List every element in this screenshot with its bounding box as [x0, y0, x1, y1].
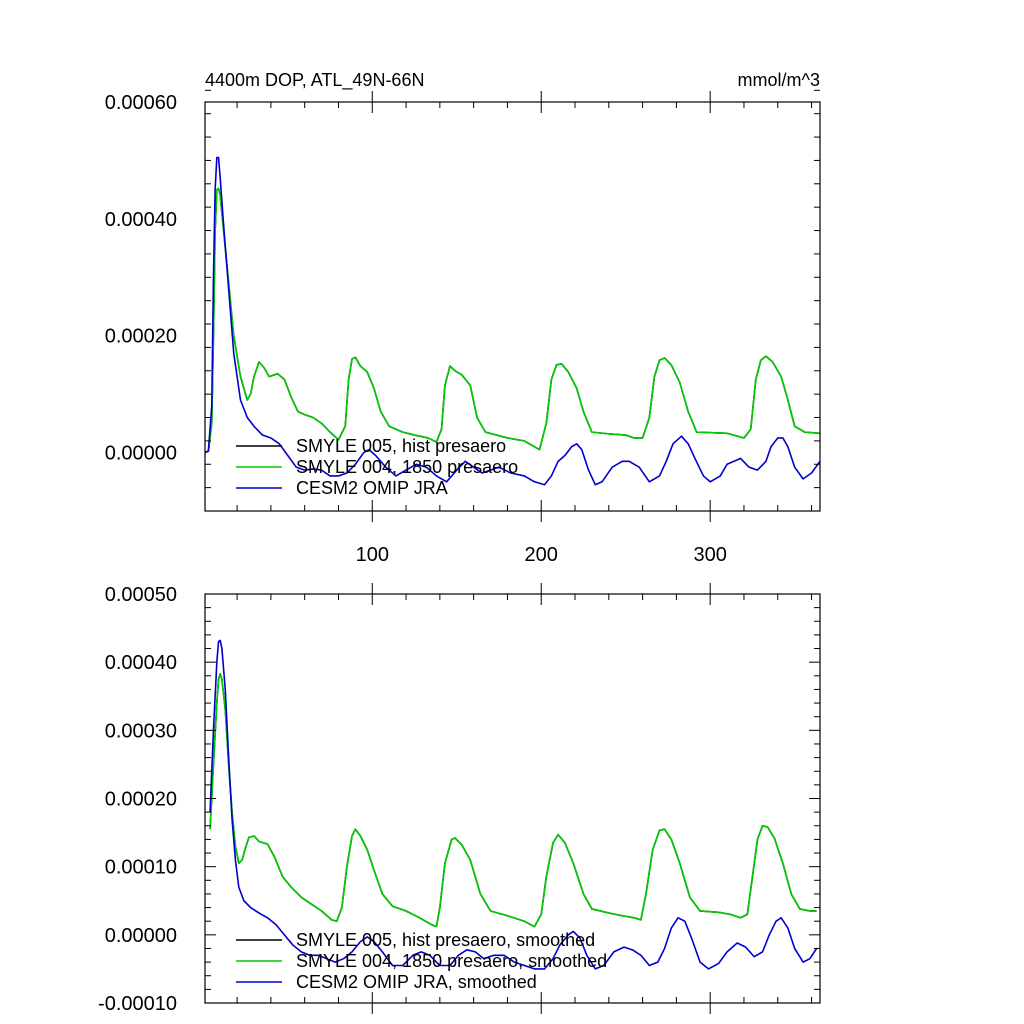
bottom-y-tick-label: 0.00010 — [105, 857, 177, 879]
chart-title: 4400m DOP, ATL_49N-66N — [205, 70, 424, 91]
top-x-tick-label: 200 — [525, 544, 558, 566]
top-y-tick-label: 0.00020 — [105, 326, 177, 348]
bottom-legend-label-2: SMYLE 004, 1850 presaero, smoothed — [296, 951, 607, 971]
bottom-series-line-2 — [209, 672, 817, 928]
bottom-plot-axes: -0.00010 0.00000 0.00010 0.00020 0.00030 0.00… — [98, 583, 821, 1015]
top-legend-label-3: CESM2 OMIP JRA — [296, 478, 448, 498]
top-series-line-3 — [204, 156, 821, 486]
bottom-y-tick-label: 0.00020 — [105, 789, 177, 811]
bottom-plot-series — [209, 639, 818, 970]
bottom-y-tick-label: 0.00000 — [105, 925, 177, 947]
top-y-tick-label: 0.00060 — [105, 92, 177, 114]
top-plot-series — [204, 156, 821, 486]
bottom-y-tick-label: 0.00040 — [105, 652, 177, 674]
bottom-y-tick-label: 0.00050 — [105, 584, 177, 606]
top-legend-label-2: SMYLE 004, 1850 presaero — [296, 457, 518, 477]
top-legend-label-1: SMYLE 005, hist presaero — [296, 436, 506, 456]
top-plot-axes: 0.00000 0.00020 0.00040 0.00060 100 200 300 — [105, 89, 821, 566]
top-series-line-1 — [204, 187, 821, 454]
bottom-legend-label-3: CESM2 OMIP JRA, smoothed — [296, 972, 537, 992]
bottom-y-tick-label: 0.00030 — [105, 720, 177, 742]
top-series-line-2 — [204, 187, 821, 454]
top-x-tick-label: 100 — [356, 544, 389, 566]
top-y-tick-label: 0.00000 — [105, 443, 177, 465]
top-y-tick-label: 0.00040 — [105, 209, 177, 231]
bottom-series-line-3 — [209, 639, 818, 970]
units-label: mmol/m^3 — [738, 70, 820, 90]
bottom-series-line-1 — [209, 672, 817, 928]
bottom-y-tick-label: -0.00010 — [98, 993, 177, 1015]
bottom-panel: SMYLE 005, hist presaero, smoothedSMYLE … — [98, 583, 821, 1015]
bottom-legend-label-1: SMYLE 005, hist presaero, smoothed — [296, 930, 595, 950]
top-plot-frame — [204, 101, 821, 512]
top-x-tick-label: 300 — [693, 544, 726, 566]
bottom-legend: SMYLE 005, hist presaero, smoothedSMYLE … — [236, 930, 607, 992]
